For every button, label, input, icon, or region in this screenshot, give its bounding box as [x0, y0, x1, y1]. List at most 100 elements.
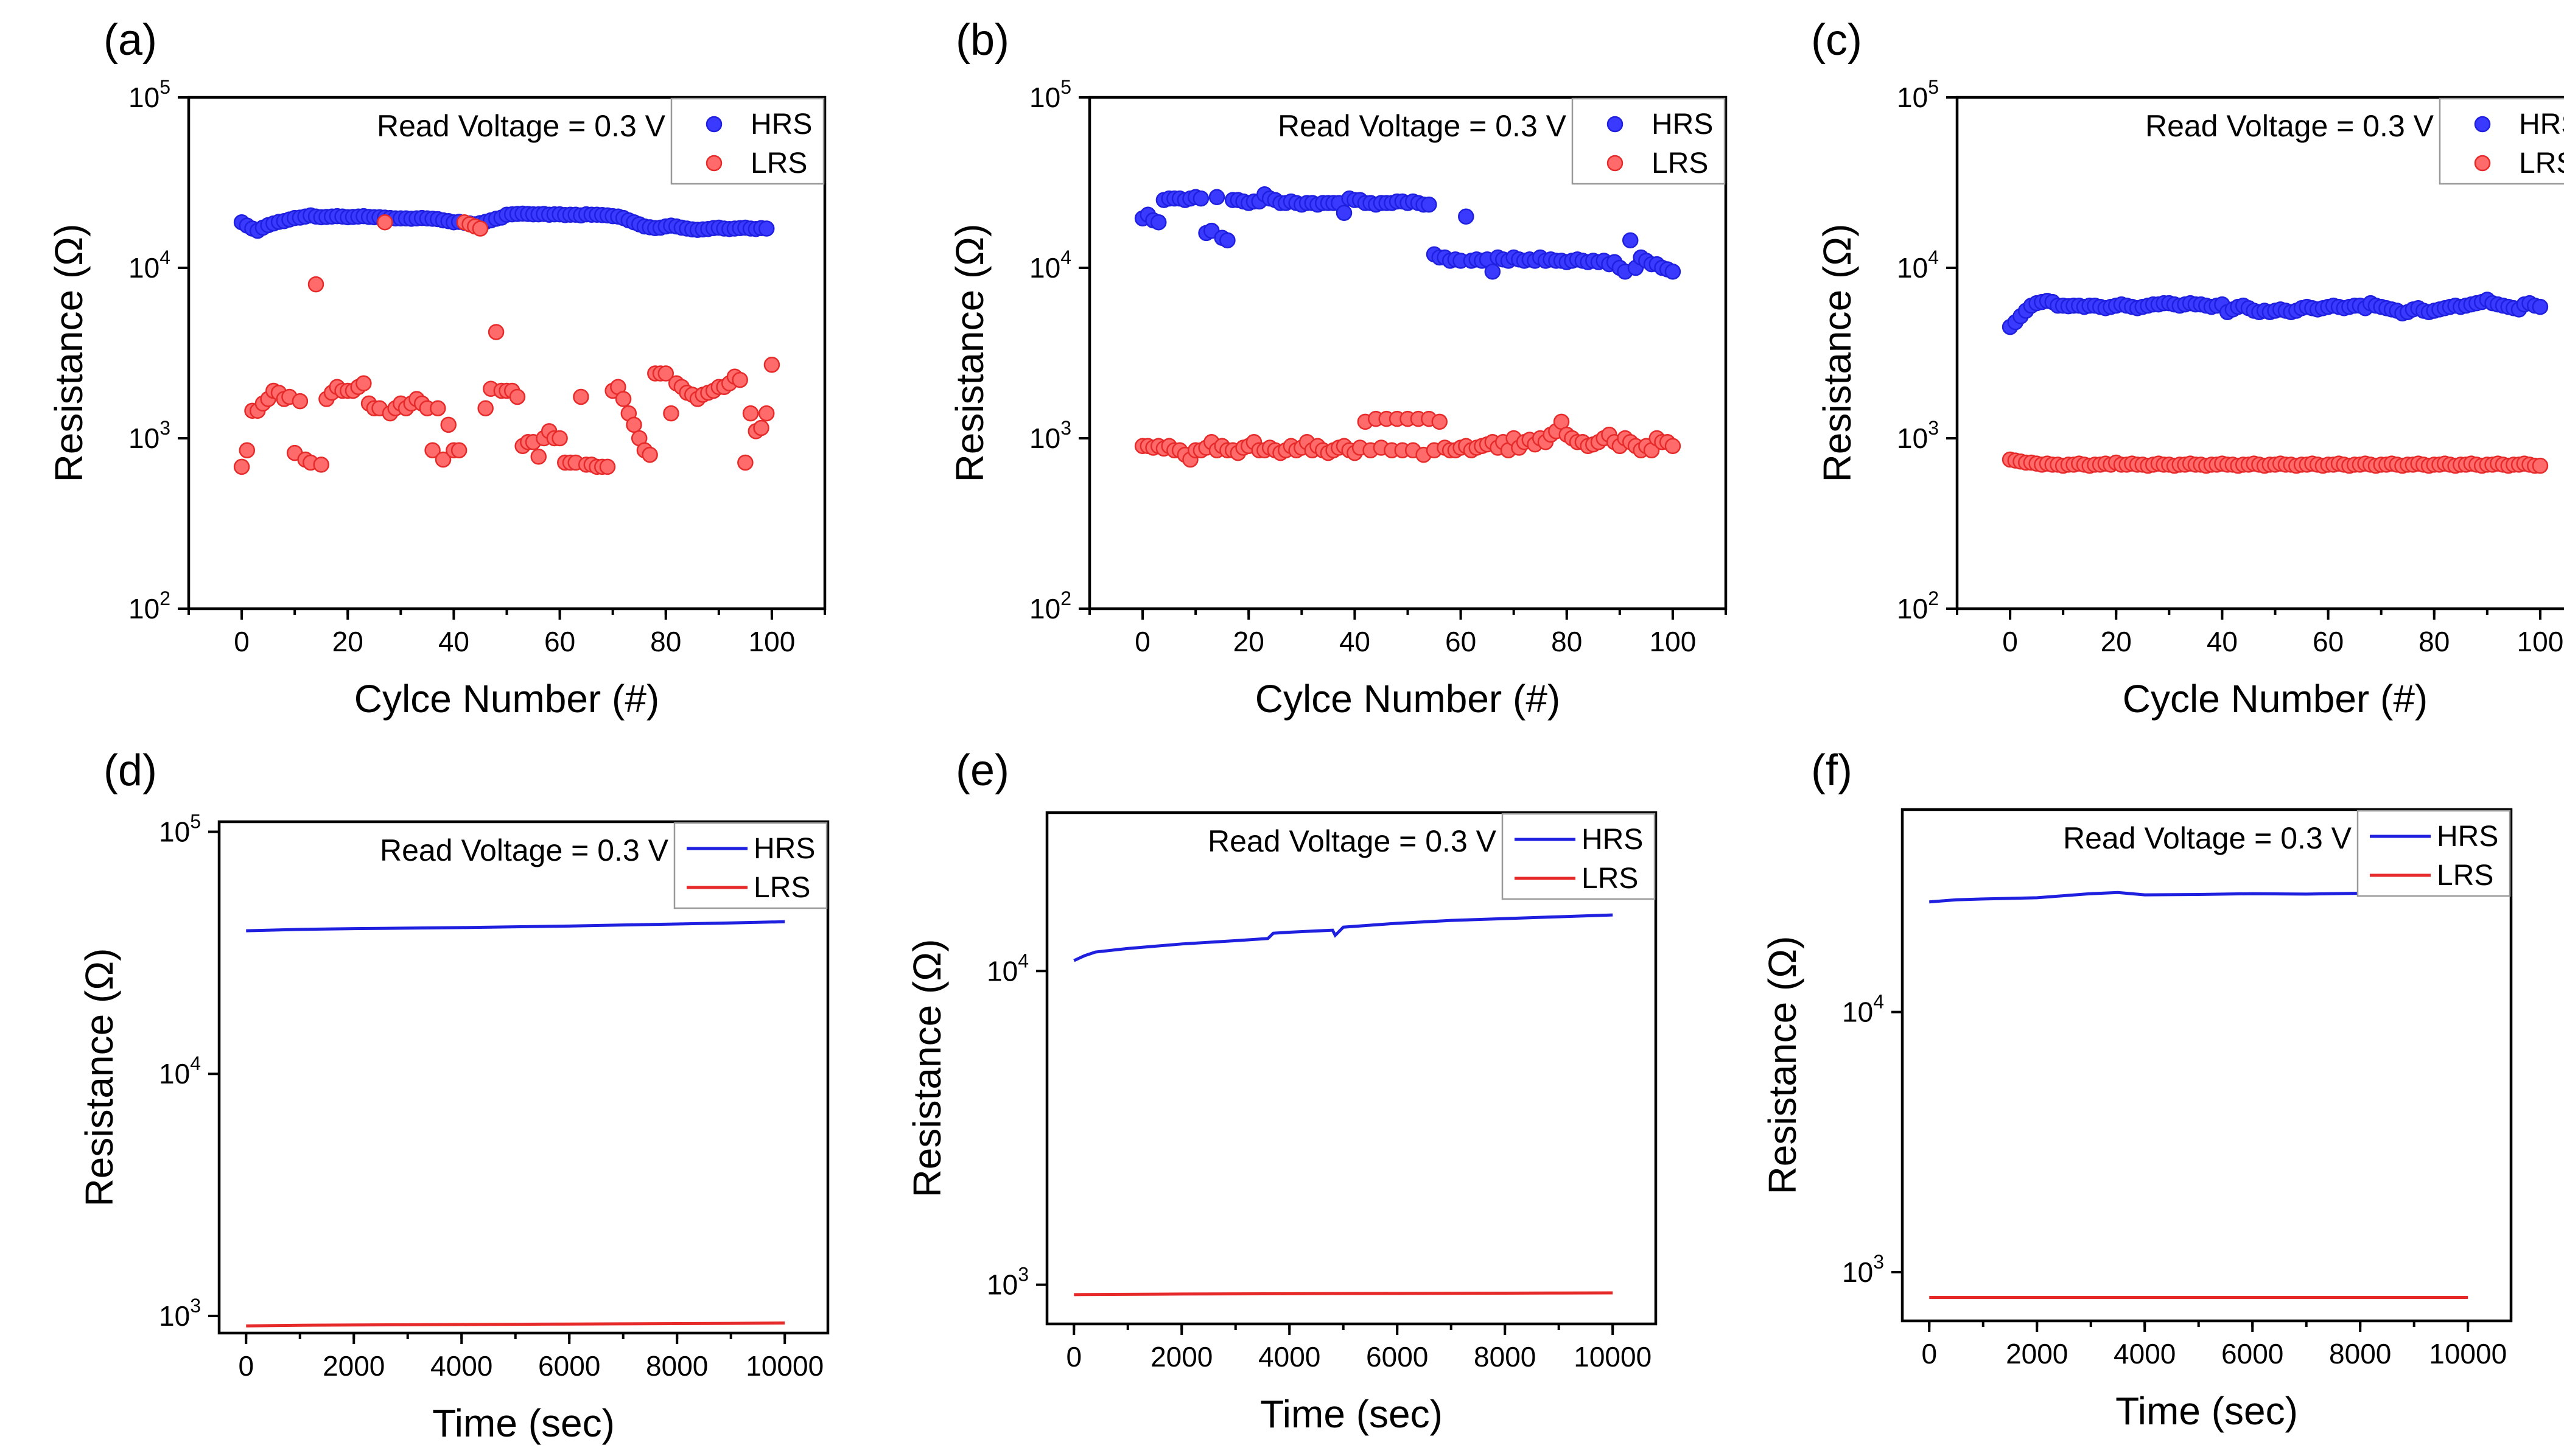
data-point-lrs: [742, 405, 759, 422]
y-tick-label: 104: [1029, 247, 1071, 284]
legend-box: [670, 97, 825, 185]
x-tick-label: 20: [332, 626, 363, 657]
x-tick-label: 2000: [323, 1350, 385, 1382]
data-point-lrs: [472, 220, 489, 237]
data-point-lrs: [450, 442, 468, 459]
y-tick-exponent: 3: [1018, 1264, 1029, 1286]
x-tick-label: 2000: [2006, 1338, 2068, 1370]
x-tick-label: 40: [438, 626, 469, 657]
x-axis-title: Time (sec): [1260, 1392, 1443, 1436]
y-tick-base: 10: [159, 1300, 190, 1332]
data-point-lrs: [356, 375, 372, 392]
legend-label-lrs: LRS: [751, 147, 807, 180]
x-tick-label: 4000: [1258, 1341, 1320, 1373]
series-line-lrs: [1074, 1291, 1613, 1297]
data-point-lrs: [239, 442, 256, 459]
y-tick-base: 10: [1897, 593, 1928, 625]
data-point-lrs: [233, 458, 250, 475]
y-axis-title: Resistance (Ω): [77, 948, 121, 1207]
data-point-hrs: [1458, 208, 1474, 225]
data-point-lrs: [430, 400, 446, 416]
legend-box: [2356, 810, 2511, 897]
y-tick-label: 103: [1029, 417, 1071, 454]
y-tick-base: 10: [1842, 1256, 1873, 1288]
y-tick-base: 10: [1897, 252, 1928, 284]
data-point-lrs: [663, 405, 679, 422]
x-tick-label: 40: [1339, 626, 1370, 657]
y-tick-label: 103: [128, 417, 170, 454]
legend-label-hrs: HRS: [754, 833, 815, 865]
y-tick-exponent: 3: [190, 1295, 201, 1317]
data-point-lrs: [642, 446, 658, 463]
panel-label: (e): [956, 746, 1009, 795]
x-tick-label: 80: [1551, 626, 1582, 657]
y-tick-label: 105: [1029, 76, 1071, 113]
panel-label: (b): [956, 16, 1009, 65]
data-point-lrs: [573, 388, 589, 405]
data-point-hrs: [1484, 263, 1501, 280]
legend-marker-hrs: [1606, 116, 1624, 133]
data-point-lrs: [477, 400, 494, 416]
y-tick-exponent: 4: [1873, 991, 1884, 1013]
legend-label-lrs: LRS: [2519, 147, 2564, 180]
y-tick-base: 10: [128, 252, 159, 284]
data-point-lrs: [2532, 457, 2549, 474]
x-tick-label: 10000: [746, 1350, 824, 1382]
panel-label: (a): [103, 16, 157, 65]
data-point-lrs: [626, 416, 642, 433]
y-tick-exponent: 4: [1018, 950, 1029, 971]
x-axis-title: Time (sec): [432, 1401, 615, 1445]
y-tick-exponent: 3: [1060, 417, 1071, 439]
data-point-hrs: [1336, 205, 1353, 222]
y-tick-exponent: 3: [1873, 1251, 1884, 1273]
x-axis-title: Cylce Number (#): [354, 677, 659, 721]
y-tick-base: 10: [987, 955, 1018, 987]
plot-frame: [1900, 808, 2513, 1323]
y-tick-exponent: 5: [159, 76, 170, 98]
legend-label-lrs: LRS: [754, 872, 810, 904]
data-layer: [233, 205, 780, 475]
y-tick-exponent: 5: [1060, 76, 1071, 98]
x-tick-label: 0: [2002, 626, 2018, 657]
x-tick-label: 20: [1233, 626, 1264, 657]
y-tick-exponent: 2: [159, 587, 170, 609]
y-tick-base: 10: [159, 1058, 190, 1090]
y-tick-base: 10: [1029, 82, 1060, 113]
data-point-hrs: [758, 220, 775, 237]
x-tick-label: 0: [1921, 1338, 1937, 1370]
data-point-hrs: [1208, 189, 1225, 206]
plot-frame: [1045, 811, 1658, 1326]
y-tick-base: 10: [1029, 422, 1060, 454]
y-tick-base: 10: [987, 1269, 1018, 1301]
x-tick-label: 0: [1066, 1341, 1082, 1373]
y-tick-base: 10: [128, 82, 159, 113]
data-point-lrs: [737, 454, 754, 471]
y-tick-exponent: 4: [159, 247, 170, 268]
data-point-lrs: [615, 391, 632, 407]
legend-label-hrs: HRS: [751, 108, 812, 141]
y-tick-label: 104: [1897, 247, 1939, 284]
x-tick-label: 10000: [1574, 1341, 1652, 1373]
y-tick-label: 104: [159, 1052, 201, 1090]
y-tick-exponent: 4: [190, 1052, 201, 1074]
read-voltage-annotation: Read Voltage = 0.3 V: [1278, 109, 1567, 143]
y-tick-base: 10: [1029, 252, 1060, 284]
data-layer: [1073, 913, 1613, 1297]
data-point-lrs: [753, 419, 769, 436]
legend-box: [2439, 97, 2564, 185]
y-tick-label: 104: [128, 247, 170, 284]
legend-marker-lrs: [1606, 155, 1624, 172]
x-tick-label: 100: [1650, 626, 1697, 657]
x-tick-label: 0: [238, 1350, 254, 1382]
data-layer: [2002, 292, 2549, 474]
data-point-hrs: [1421, 196, 1437, 213]
y-tick-label: 105: [159, 810, 201, 847]
read-voltage-annotation: Read Voltage = 0.3 V: [2063, 821, 2352, 855]
data-point-lrs: [376, 214, 393, 231]
y-tick-exponent: 3: [1928, 417, 1939, 439]
y-tick-base: 10: [1897, 422, 1928, 454]
x-tick-label: 6000: [2221, 1338, 2283, 1370]
